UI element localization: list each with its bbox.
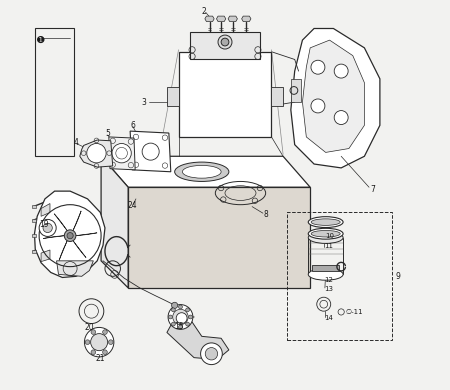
Polygon shape bbox=[109, 137, 135, 170]
Polygon shape bbox=[205, 16, 214, 21]
Circle shape bbox=[221, 38, 229, 46]
Ellipse shape bbox=[308, 232, 343, 243]
Polygon shape bbox=[41, 250, 50, 262]
Text: 24: 24 bbox=[127, 201, 137, 210]
Circle shape bbox=[173, 309, 188, 325]
Polygon shape bbox=[73, 241, 86, 257]
Circle shape bbox=[179, 305, 182, 309]
Bar bbox=[291, 79, 301, 102]
Text: 3: 3 bbox=[142, 98, 147, 106]
Polygon shape bbox=[101, 156, 310, 187]
Circle shape bbox=[201, 343, 222, 365]
Circle shape bbox=[334, 64, 348, 78]
Ellipse shape bbox=[308, 228, 343, 239]
Circle shape bbox=[67, 232, 73, 239]
Text: 12: 12 bbox=[324, 277, 333, 283]
Text: 4: 4 bbox=[74, 138, 79, 147]
Text: 15: 15 bbox=[175, 322, 184, 331]
Polygon shape bbox=[190, 32, 260, 59]
Circle shape bbox=[218, 35, 232, 49]
Bar bbox=[312, 266, 339, 271]
Bar bbox=[287, 213, 392, 340]
Bar bbox=[32, 234, 36, 237]
Text: 20: 20 bbox=[85, 323, 94, 332]
Polygon shape bbox=[291, 28, 380, 168]
Circle shape bbox=[112, 144, 131, 163]
Circle shape bbox=[43, 223, 52, 232]
Polygon shape bbox=[179, 52, 271, 137]
Text: 5: 5 bbox=[105, 129, 110, 138]
Circle shape bbox=[171, 322, 176, 326]
Polygon shape bbox=[242, 16, 251, 21]
Text: 11: 11 bbox=[324, 243, 333, 249]
Circle shape bbox=[186, 308, 189, 312]
Circle shape bbox=[90, 333, 108, 351]
Polygon shape bbox=[101, 156, 128, 288]
Bar bbox=[35, 28, 74, 156]
Polygon shape bbox=[35, 191, 105, 277]
Polygon shape bbox=[228, 16, 238, 21]
Circle shape bbox=[64, 230, 76, 241]
Bar bbox=[32, 250, 36, 253]
Text: 14: 14 bbox=[324, 315, 333, 321]
Polygon shape bbox=[57, 261, 93, 277]
Circle shape bbox=[311, 60, 325, 74]
Circle shape bbox=[103, 330, 107, 334]
Ellipse shape bbox=[175, 162, 229, 181]
Circle shape bbox=[103, 350, 107, 355]
Text: 2: 2 bbox=[202, 7, 207, 16]
Circle shape bbox=[334, 111, 348, 124]
Polygon shape bbox=[216, 16, 226, 21]
Text: 21: 21 bbox=[95, 354, 105, 363]
Circle shape bbox=[91, 350, 96, 355]
Polygon shape bbox=[130, 131, 171, 172]
Circle shape bbox=[179, 325, 182, 329]
Circle shape bbox=[215, 102, 235, 121]
Bar bbox=[32, 205, 36, 208]
Bar bbox=[271, 87, 283, 106]
Polygon shape bbox=[73, 211, 81, 230]
Polygon shape bbox=[167, 312, 229, 360]
Ellipse shape bbox=[308, 269, 343, 280]
Polygon shape bbox=[302, 40, 365, 152]
Circle shape bbox=[85, 328, 114, 357]
Text: ∅-11: ∅-11 bbox=[346, 309, 364, 316]
Circle shape bbox=[91, 330, 96, 334]
Text: 6: 6 bbox=[130, 121, 135, 130]
Circle shape bbox=[171, 308, 176, 312]
Polygon shape bbox=[54, 214, 67, 230]
Circle shape bbox=[171, 302, 178, 308]
Circle shape bbox=[205, 347, 218, 360]
Text: 10: 10 bbox=[325, 233, 334, 239]
Ellipse shape bbox=[311, 230, 340, 237]
Text: 13: 13 bbox=[324, 286, 333, 292]
Circle shape bbox=[176, 313, 187, 324]
Ellipse shape bbox=[182, 165, 221, 178]
Circle shape bbox=[87, 144, 106, 163]
Text: 19: 19 bbox=[39, 220, 49, 229]
Polygon shape bbox=[43, 236, 64, 239]
Text: 9: 9 bbox=[396, 272, 400, 281]
Circle shape bbox=[207, 94, 243, 129]
Ellipse shape bbox=[308, 217, 343, 227]
Polygon shape bbox=[128, 187, 310, 288]
Text: 8: 8 bbox=[264, 210, 269, 219]
Text: ➊: ➊ bbox=[37, 35, 45, 44]
Text: 7: 7 bbox=[370, 185, 375, 194]
Circle shape bbox=[311, 99, 325, 113]
Circle shape bbox=[186, 322, 189, 326]
Polygon shape bbox=[41, 204, 50, 216]
Bar bbox=[32, 219, 36, 222]
Polygon shape bbox=[59, 241, 67, 261]
Bar bbox=[167, 87, 179, 106]
Circle shape bbox=[168, 315, 172, 319]
Ellipse shape bbox=[311, 219, 340, 225]
Circle shape bbox=[39, 220, 56, 236]
Polygon shape bbox=[80, 140, 112, 167]
Circle shape bbox=[168, 305, 193, 330]
Circle shape bbox=[189, 315, 193, 319]
Circle shape bbox=[85, 340, 90, 344]
Polygon shape bbox=[76, 233, 97, 236]
Circle shape bbox=[108, 340, 113, 344]
